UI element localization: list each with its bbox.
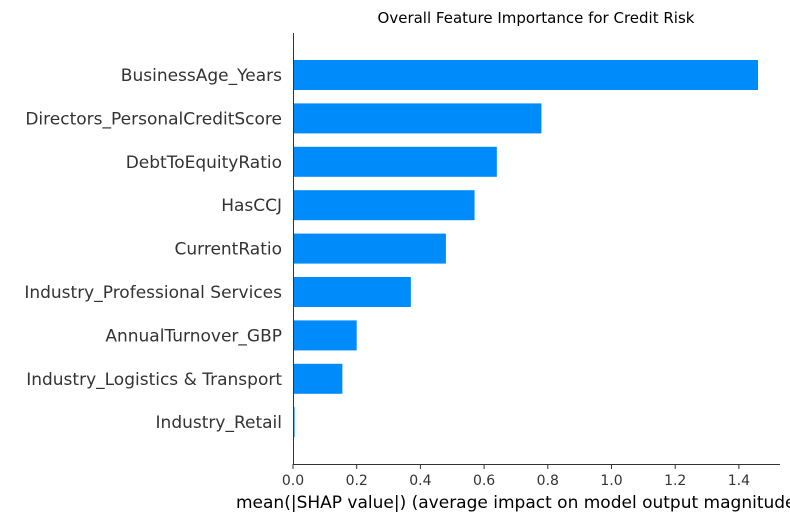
x-axis-label: mean(|SHAP value|) (average impact on mo… (236, 493, 790, 513)
bar-businessage-years (293, 60, 759, 90)
category-label: BusinessAge_Years (121, 66, 282, 86)
bar-currentratio (293, 233, 446, 264)
x-tick-label: 1.0 (600, 473, 622, 489)
x-ticks: 0.0 0.2 0.4 0.6 0.8 1.0 1.2 1.4 (282, 464, 750, 489)
x-tick-label: 1.4 (728, 473, 750, 489)
x-tick-label: 0.0 (282, 473, 304, 489)
category-labels: BusinessAge_Years Directors_PersonalCredi… (24, 66, 282, 433)
category-label: HasCCJ (221, 196, 282, 216)
bar-directors-personalcreditscore (293, 103, 542, 134)
bar-industry-professional-services (293, 277, 411, 307)
bar-debttoequityratio (293, 146, 497, 177)
x-tick-label: 1.2 (664, 473, 686, 489)
category-label: Directors_PersonalCreditScore (25, 109, 282, 129)
category-label: Industry_Retail (156, 413, 282, 433)
category-label: Industry_Logistics & Transport (26, 370, 282, 390)
category-label: DebtToEquityRatio (126, 153, 282, 173)
bars-group (293, 60, 759, 438)
bar-hasccj (293, 190, 475, 221)
x-tick-label: 0.2 (346, 473, 368, 489)
bar-annualturnover-gbp (293, 320, 357, 351)
x-tick-label: 0.4 (409, 473, 431, 489)
chart-title: Overall Feature Importance for Credit Ri… (378, 9, 695, 27)
category-label: CurrentRatio (175, 240, 283, 260)
bar-industry-logistics-transport (293, 363, 343, 394)
x-tick-label: 0.8 (537, 473, 559, 489)
x-tick-label: 0.6 (473, 473, 495, 489)
category-label: AnnualTurnover_GBP (105, 326, 282, 346)
category-label: Industry_Professional Services (24, 283, 282, 303)
